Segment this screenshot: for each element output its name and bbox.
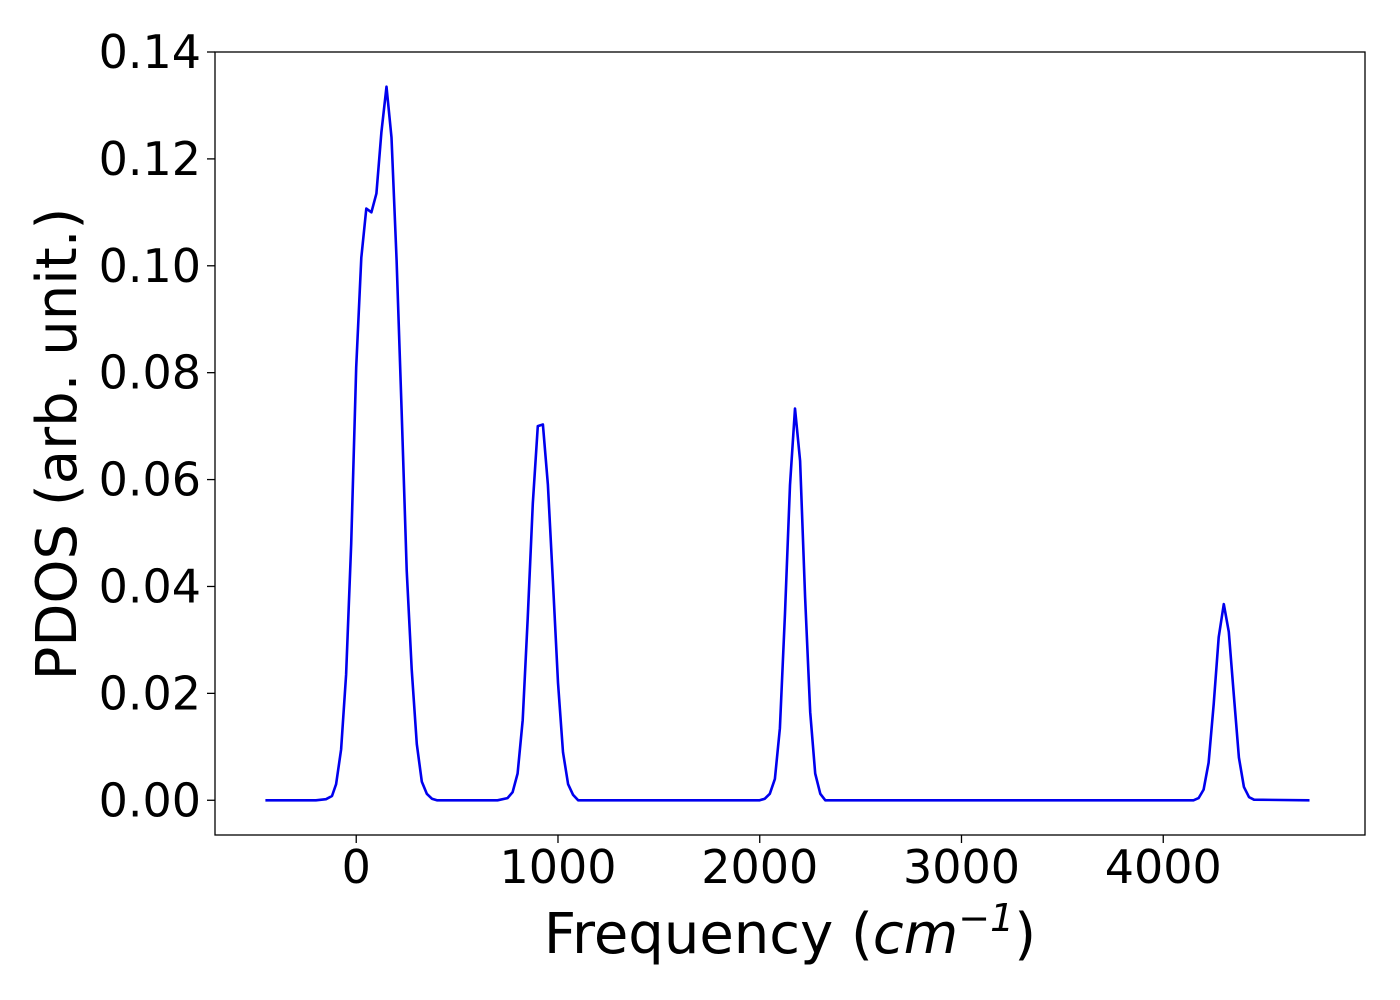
- y-tick-label: 0.04: [99, 559, 201, 613]
- x-tick-label: 0: [342, 840, 371, 894]
- x-tick-label: 2000: [701, 840, 818, 894]
- x-axis-label: Frequency (cm−1): [544, 896, 1036, 967]
- x-axis-ticks: 0 1000 2000 3000 4000: [342, 835, 1222, 894]
- x-tick-label: 1000: [499, 840, 616, 894]
- y-tick-label: 0.08: [99, 346, 201, 400]
- y-axis-ticks: 0.00 0.02 0.04 0.06 0.08 0.10 0.12 0.14: [99, 25, 215, 827]
- y-axis-label: PDOS (arb. unit.): [25, 208, 90, 681]
- y-tick-label: 0.02: [99, 666, 201, 720]
- plot-frame: [214, 51, 1366, 836]
- y-tick-label: 0.00: [99, 773, 201, 827]
- x-tick-label: 3000: [903, 840, 1020, 894]
- y-tick-label: 0.14: [99, 25, 201, 79]
- y-tick-label: 0.12: [99, 132, 201, 186]
- x-tick-label: 4000: [1105, 840, 1222, 894]
- pdos-series-line: [265, 85, 1310, 802]
- y-tick-label: 0.06: [99, 453, 201, 507]
- y-tick-label: 0.10: [99, 239, 201, 293]
